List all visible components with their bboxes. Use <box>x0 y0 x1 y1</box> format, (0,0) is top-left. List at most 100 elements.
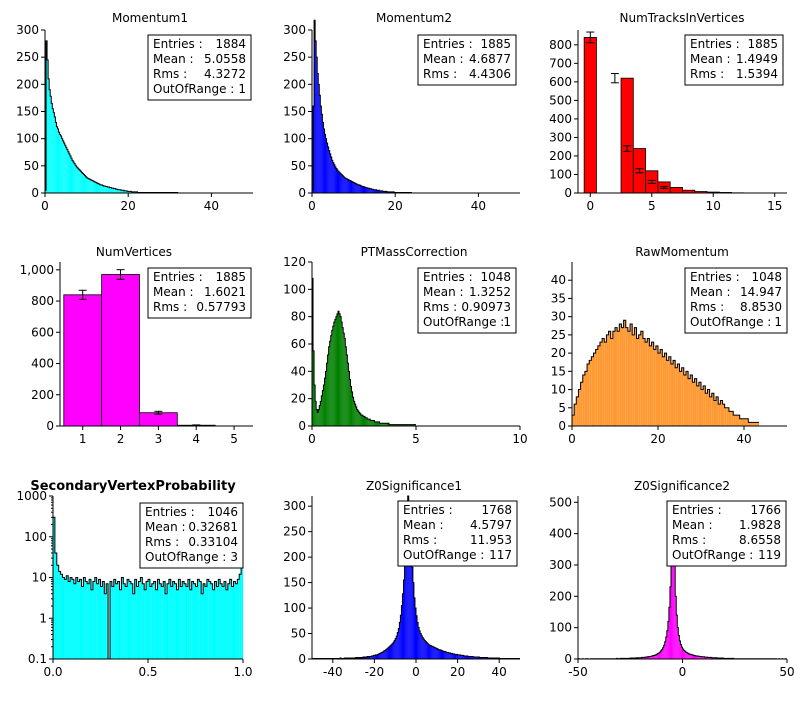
histogram-bar <box>101 587 103 659</box>
histogram-bar <box>354 401 355 426</box>
x-tick-label: 0 <box>308 199 316 213</box>
stats-label: Entries : <box>403 503 453 517</box>
histogram-bar <box>645 342 647 426</box>
histogram-bar <box>332 160 333 193</box>
histogram-bar <box>97 584 99 659</box>
histogram-bar <box>374 422 375 426</box>
y-tick-label: 700 <box>549 56 572 70</box>
histogram-bar <box>48 79 49 193</box>
stats-value: 1768 <box>481 503 512 517</box>
histogram-bar <box>74 584 76 659</box>
y-tick-label: 1,000 <box>20 263 54 277</box>
histogram-bar <box>606 335 608 426</box>
stats-value: 1766 <box>750 503 781 517</box>
histogram-bar <box>431 646 432 659</box>
histogram-bar <box>66 576 68 659</box>
stats-label: Rms : <box>423 67 457 81</box>
panel-title: RawMomentum <box>635 245 729 259</box>
histogram-bar <box>348 180 349 193</box>
histogram-bar <box>326 371 327 426</box>
histogram-bar <box>329 347 330 426</box>
histogram-bar <box>701 390 703 426</box>
x-tick-label: 0 <box>586 199 594 213</box>
y-tick-label: 100 <box>283 601 306 615</box>
y-tick-label: 0.1 <box>28 652 47 666</box>
bars <box>312 278 416 426</box>
stats-label: Mean : <box>423 52 464 66</box>
histogram-bar <box>634 328 636 426</box>
histogram-bar <box>326 139 327 193</box>
y-tick-label: 300 <box>549 130 572 144</box>
histogram-bar <box>729 411 731 426</box>
stats-label: Entries : <box>423 270 473 284</box>
histogram-bar <box>725 408 727 426</box>
y-tick-label: 40 <box>291 364 306 378</box>
histogram-bar <box>692 382 694 426</box>
histogram-bar <box>357 410 358 426</box>
histogram-bar <box>658 353 660 426</box>
histogram-bar <box>461 655 462 659</box>
histogram-bar <box>178 579 180 659</box>
histogram-bar <box>94 182 95 193</box>
y-tick-label: 35 <box>551 291 566 305</box>
y-tick-label: 200 <box>31 388 54 402</box>
y-tick-label: 25 <box>551 328 566 342</box>
histogram-bar <box>371 421 372 426</box>
histogram-bar <box>643 339 645 426</box>
histogram-panel-7: SecondaryVertexProbability0.111010010000… <box>16 479 252 679</box>
histogram-bar <box>419 631 420 659</box>
histogram-bar <box>363 416 364 426</box>
stats-value: 1885 <box>215 270 246 284</box>
histogram-bar <box>83 175 84 193</box>
histogram-bar <box>169 579 171 659</box>
histogram-bar <box>336 169 337 193</box>
stats-value: 4.3272 <box>204 67 246 81</box>
y-tick-label: 250 <box>283 525 306 539</box>
histogram-bar <box>418 627 419 659</box>
y-tick-label: 100 <box>16 132 39 146</box>
stats-label: OutOfRange : <box>403 548 484 562</box>
histogram-bar <box>142 584 144 659</box>
histogram-bar <box>80 579 82 659</box>
histogram-bar <box>72 579 74 659</box>
x-tick-label: 5 <box>648 199 656 213</box>
stats-label: Rms : <box>690 67 724 81</box>
histogram-bar <box>188 579 190 659</box>
panel-title: Momentum1 <box>112 11 188 25</box>
histogram-bar <box>51 103 52 193</box>
histogram-bar <box>359 412 360 426</box>
histogram-bar <box>356 184 357 193</box>
stats-value: 3 <box>230 550 238 564</box>
histogram-bar <box>114 579 116 659</box>
histogram-bar <box>93 181 94 193</box>
histogram-bar <box>669 357 671 426</box>
histogram-bar <box>186 587 188 659</box>
histogram-bar <box>439 650 440 659</box>
histogram-bar <box>442 651 443 659</box>
histogram-bar <box>339 314 340 426</box>
stats-value: 1885 <box>480 37 511 51</box>
histogram-bar <box>59 572 61 659</box>
histogram-bar <box>316 57 317 193</box>
histogram-bar <box>67 150 68 193</box>
histogram-bar <box>320 106 321 193</box>
histogram-bar <box>112 188 113 193</box>
histogram-bar <box>114 189 115 193</box>
histogram-bar <box>671 364 673 426</box>
histogram-bar <box>76 167 77 193</box>
histogram-bar <box>226 590 228 659</box>
histogram-bar <box>391 645 392 659</box>
histogram-bar <box>390 646 391 659</box>
panel-title: Momentum2 <box>376 11 452 25</box>
y-tick-label: 200 <box>16 77 39 91</box>
histogram-bar <box>341 175 342 193</box>
histogram-bar <box>80 171 81 193</box>
histogram-bar <box>637 339 639 426</box>
